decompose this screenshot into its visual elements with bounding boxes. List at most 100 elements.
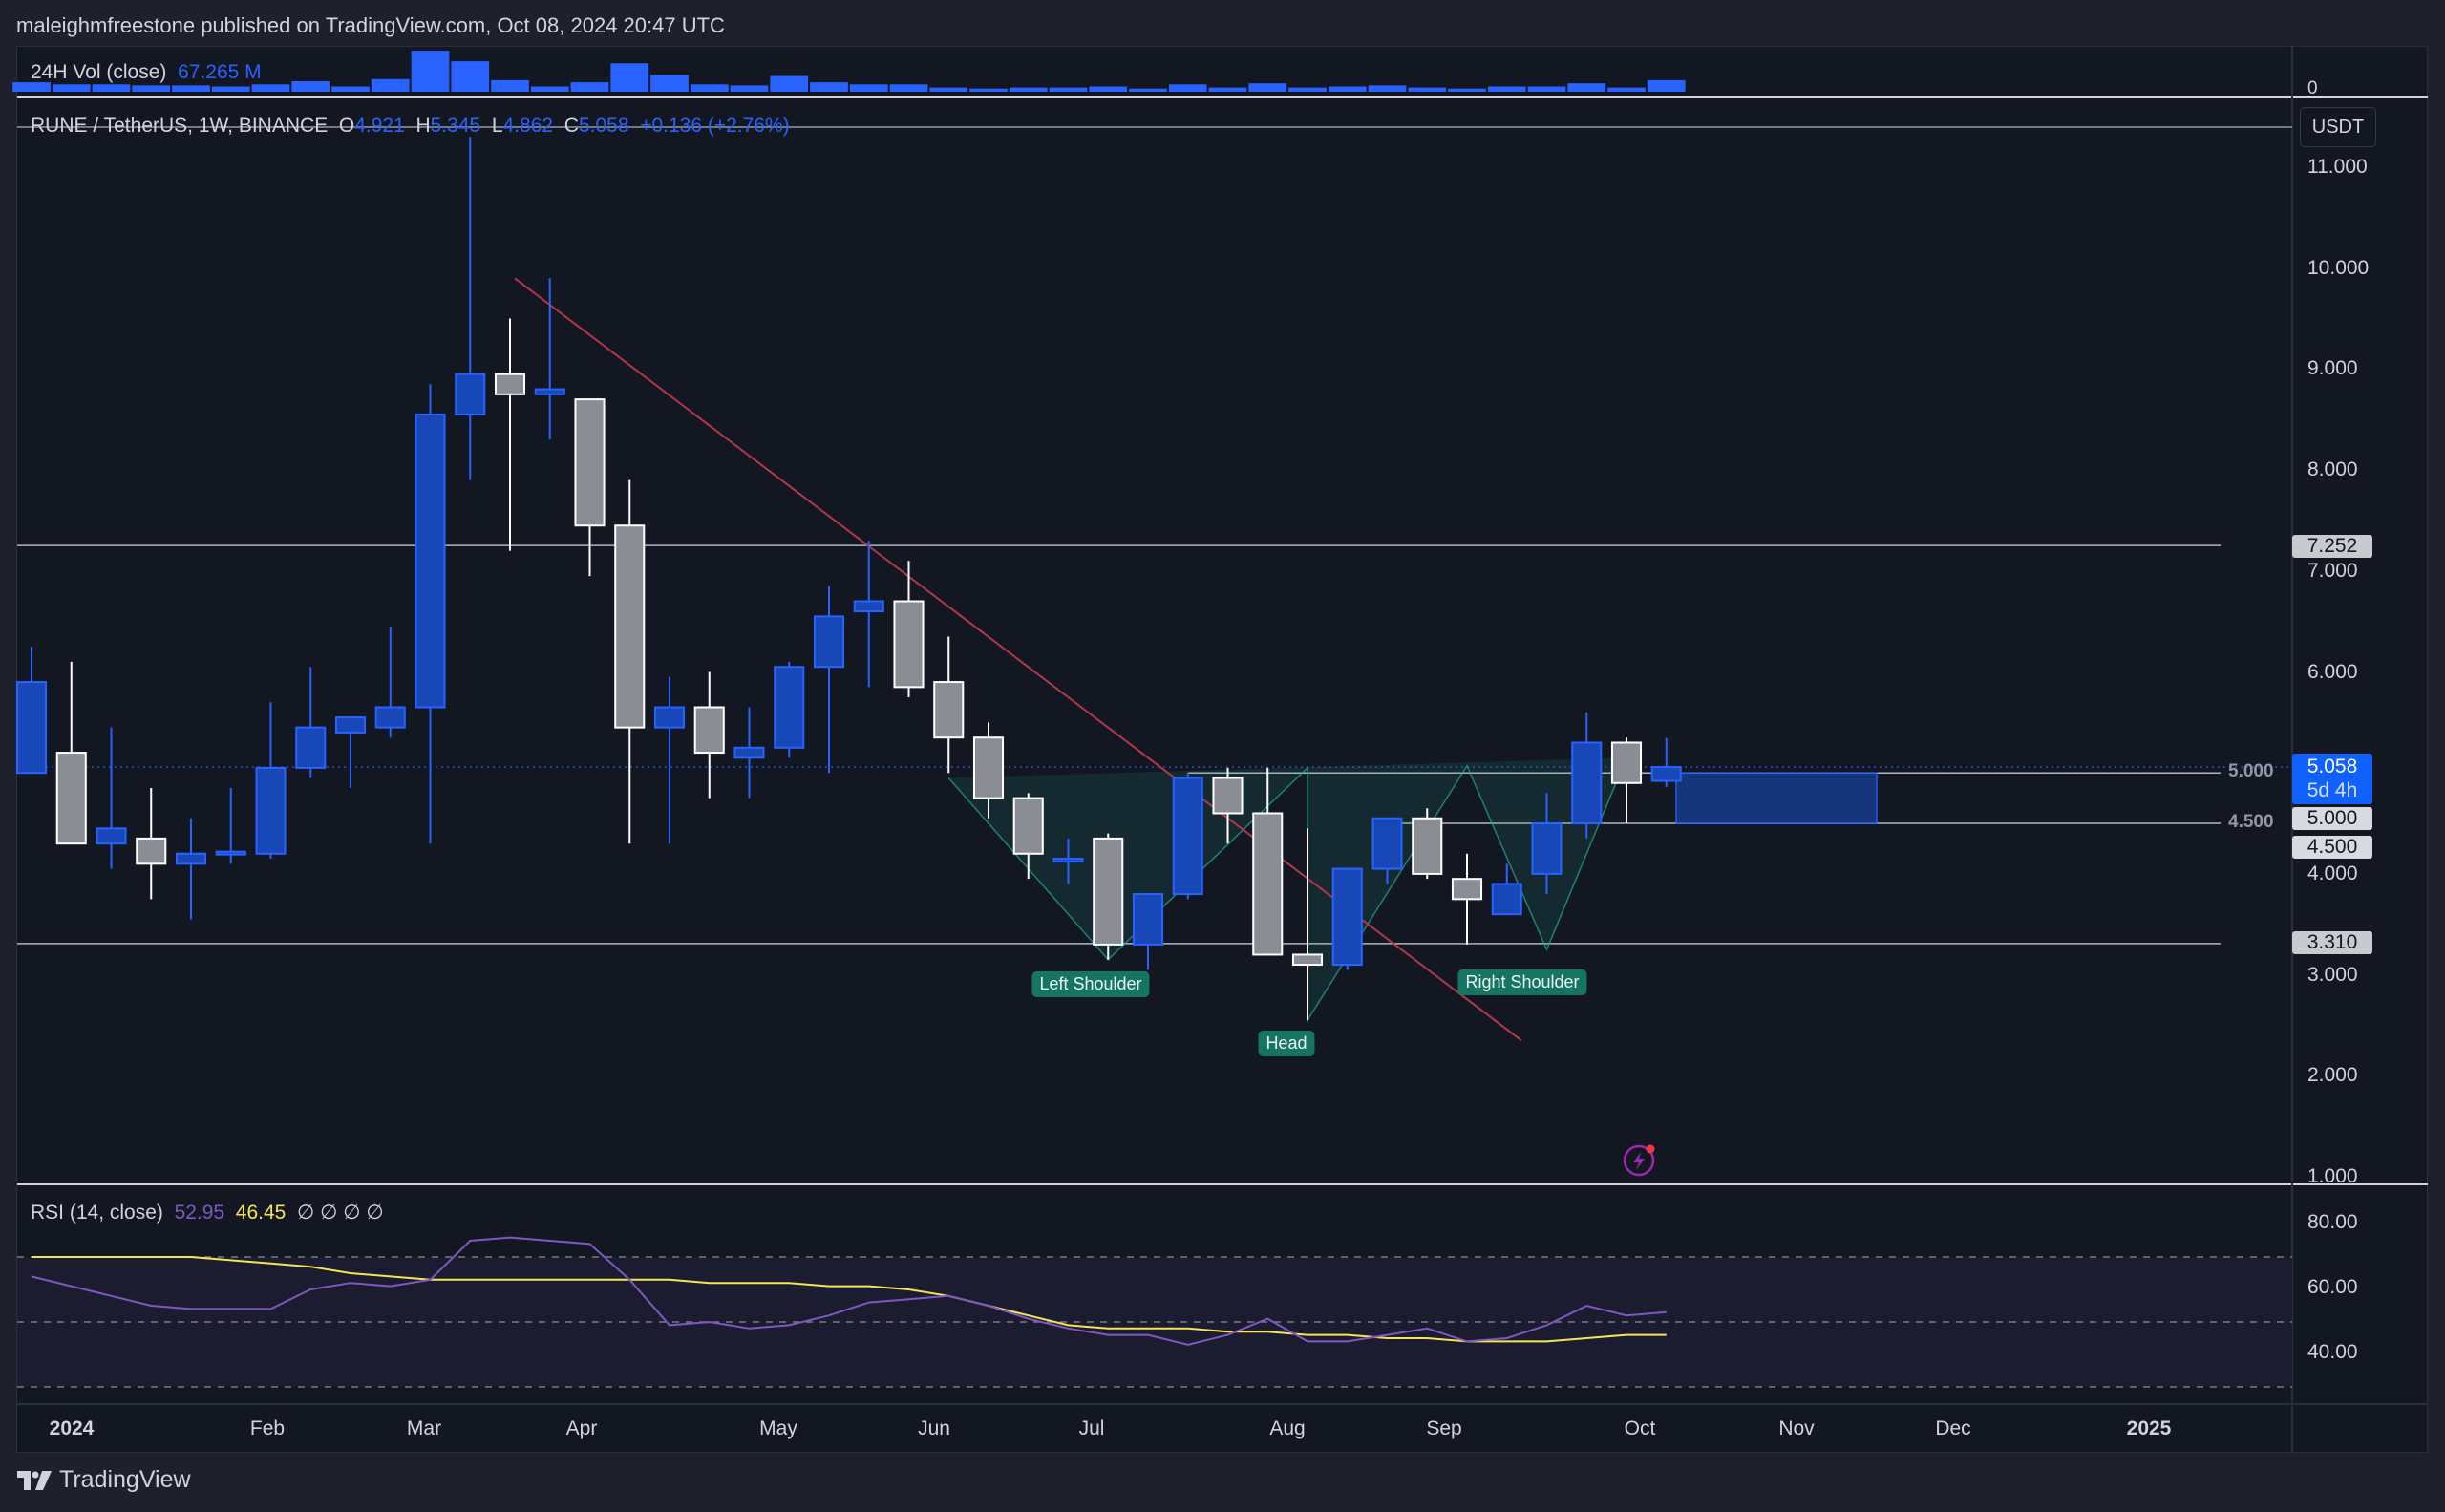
candle-body [1571, 741, 1603, 825]
head-label[interactable]: Head [1258, 1031, 1315, 1056]
price-tick: 11.000 [2307, 156, 2368, 178]
volume-value: 67.265 M [178, 61, 262, 83]
candle-body [1650, 766, 1682, 782]
volume-bar [52, 84, 91, 92]
rsi-extras: ∅ ∅ ∅ ∅ [297, 1202, 384, 1224]
time-tick: May [759, 1417, 797, 1439]
volume-bar [1009, 87, 1048, 92]
price-tick: 7.000 [2307, 559, 2358, 582]
volume-bar [211, 86, 250, 92]
volume-bar [770, 75, 809, 92]
level-4500-badge: 4.500 [2292, 836, 2372, 859]
candle-body [334, 716, 367, 734]
volume-bar [1448, 88, 1486, 92]
lightning-alert-icon[interactable] [1623, 1144, 1655, 1177]
volume-bar [969, 88, 1008, 92]
candle-body [574, 398, 606, 527]
bar-countdown: 5d 4h [2307, 779, 2358, 801]
volume-bar [610, 63, 649, 92]
volume-bar [810, 82, 848, 92]
volume-bar [690, 84, 729, 92]
time-tick: Jun [918, 1417, 950, 1439]
volume-bar [411, 51, 450, 92]
candle-body [1132, 893, 1164, 946]
volume-bar [1647, 79, 1686, 92]
volume-bar [730, 85, 769, 92]
publisher-caption: maleighmfreestone published on TradingVi… [16, 13, 725, 37]
volume-bar [1567, 83, 1606, 92]
low-value: 4.862 [502, 115, 554, 137]
candle-body [455, 373, 486, 415]
time-tick: Feb [249, 1417, 286, 1439]
volume-bar [1129, 88, 1167, 92]
candle-body [1212, 777, 1244, 815]
rsi-tick-80: 80.00 [2307, 1211, 2358, 1233]
candle-body [415, 413, 446, 709]
candle-body [693, 706, 725, 755]
candle-body [96, 827, 127, 845]
volume-bar [1288, 87, 1327, 92]
volume-bar [172, 85, 210, 92]
volume-bar [1487, 86, 1526, 92]
time-tick: Apr [565, 1417, 598, 1439]
volume-bar [1408, 87, 1447, 92]
candle-body [1610, 741, 1643, 784]
candle-body [893, 600, 925, 689]
volume-bar [92, 84, 131, 92]
right-shoulder-label[interactable]: Right Shoulder [1457, 969, 1587, 995]
currency-button[interactable]: USDT [2300, 107, 2376, 147]
candle-body [1331, 867, 1363, 967]
volume-bar [251, 84, 290, 92]
candle-body [774, 666, 805, 749]
volume-bar [451, 61, 490, 92]
rsi-tick-40: 40.00 [2307, 1341, 2358, 1363]
volume-bar [1527, 86, 1566, 92]
time-tick: 2024 [49, 1417, 95, 1439]
volume-legend: 24H Vol (close) 67.265 M [31, 61, 262, 84]
rsi-line [31, 1236, 1667, 1346]
candle-body [1012, 797, 1044, 855]
candle-body [1291, 953, 1324, 967]
rsi-label: RSI (14, close) [31, 1202, 163, 1224]
left-shoulder-label[interactable]: Left Shoulder [1031, 971, 1150, 997]
volume-bar [889, 84, 928, 92]
pattern-fill [948, 757, 1626, 1021]
open-label: O [338, 115, 355, 137]
volume-bar [132, 85, 171, 92]
rsi-tick-60: 60.00 [2307, 1276, 2358, 1298]
time-tick: Sep [1426, 1417, 1462, 1439]
candle-body [1252, 812, 1284, 956]
candle-body [1531, 822, 1563, 875]
candle-body [215, 850, 246, 856]
candle-body [614, 524, 646, 729]
price-tick: 6.000 [2307, 660, 2358, 683]
change-value: +0.136 (+2.76%) [640, 115, 790, 137]
candle-body [1412, 817, 1443, 875]
volume-bar [1168, 84, 1207, 92]
projection-box [1675, 772, 1878, 824]
tradingview-logo-text: TradingView [59, 1466, 191, 1493]
price-tick: 2.000 [2307, 1064, 2358, 1087]
candle-body [255, 766, 287, 855]
symbol-legend: RUNE / TetherUS, 1W, BINANCE O4.921 H5.3… [31, 115, 790, 138]
tradingview-logo-icon [17, 1470, 52, 1490]
high-label: H [415, 115, 431, 137]
close-value: 5.058 [578, 115, 629, 137]
volume-bar [371, 78, 410, 92]
volume-bar [530, 86, 569, 92]
volume-bar [929, 87, 968, 92]
volume-bar [1089, 86, 1128, 92]
high-value: 5.345 [430, 115, 481, 137]
volume-label: 24H Vol (close) [31, 61, 167, 83]
rsi-ma-value: 46.45 [235, 1202, 287, 1224]
candle-body [136, 837, 167, 865]
descending-trendline [514, 277, 1522, 1042]
price-tick: 4.000 [2307, 862, 2358, 884]
symbol-name[interactable]: RUNE / TetherUS, 1W, BINANCE [31, 115, 329, 137]
candle-body [653, 706, 686, 729]
price-tick: 9.000 [2307, 357, 2358, 380]
time-tick: Nov [1778, 1417, 1815, 1439]
candle-body [1052, 858, 1084, 863]
tradingview-logo[interactable]: TradingView [17, 1466, 191, 1494]
